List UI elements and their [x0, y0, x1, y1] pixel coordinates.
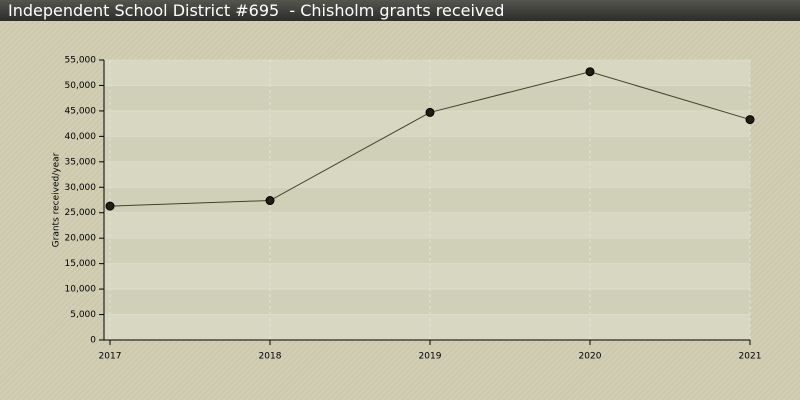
y-tick-label: 10,000 — [65, 285, 97, 295]
point — [745, 115, 755, 125]
plot-band — [104, 289, 750, 315]
point — [105, 201, 115, 211]
plot-band — [104, 85, 750, 111]
point — [265, 196, 275, 206]
y-tick-label: 45,000 — [65, 106, 97, 116]
x-tick-label: 2019 — [419, 352, 442, 362]
chart-title: Independent School District #695 - Chish… — [0, 0, 800, 21]
x-tick-label: 2017 — [99, 352, 122, 362]
y-axis-label: Grants received/year — [52, 152, 62, 247]
y-tick-label: 5,000 — [70, 310, 96, 320]
y-tick-label: 30,000 — [65, 183, 97, 193]
y-tick-label: 0 — [90, 336, 96, 346]
y-tick-label: 40,000 — [65, 132, 97, 142]
plot-band — [104, 187, 750, 213]
y-tick-label: 15,000 — [65, 259, 97, 269]
x-tick-label: 2021 — [739, 352, 762, 362]
x-tick-label: 2020 — [579, 352, 602, 362]
y-tick-label: 55,000 — [65, 56, 97, 66]
plot-band — [104, 136, 750, 162]
y-tick-label: 20,000 — [65, 234, 97, 244]
y-tick-label: 25,000 — [65, 208, 97, 218]
point — [425, 107, 435, 117]
plot-band — [104, 238, 750, 264]
x-tick-label: 2018 — [259, 352, 282, 362]
y-tick-label: 35,000 — [65, 157, 97, 167]
y-tick-label: 50,000 — [65, 81, 97, 91]
point — [585, 67, 595, 77]
